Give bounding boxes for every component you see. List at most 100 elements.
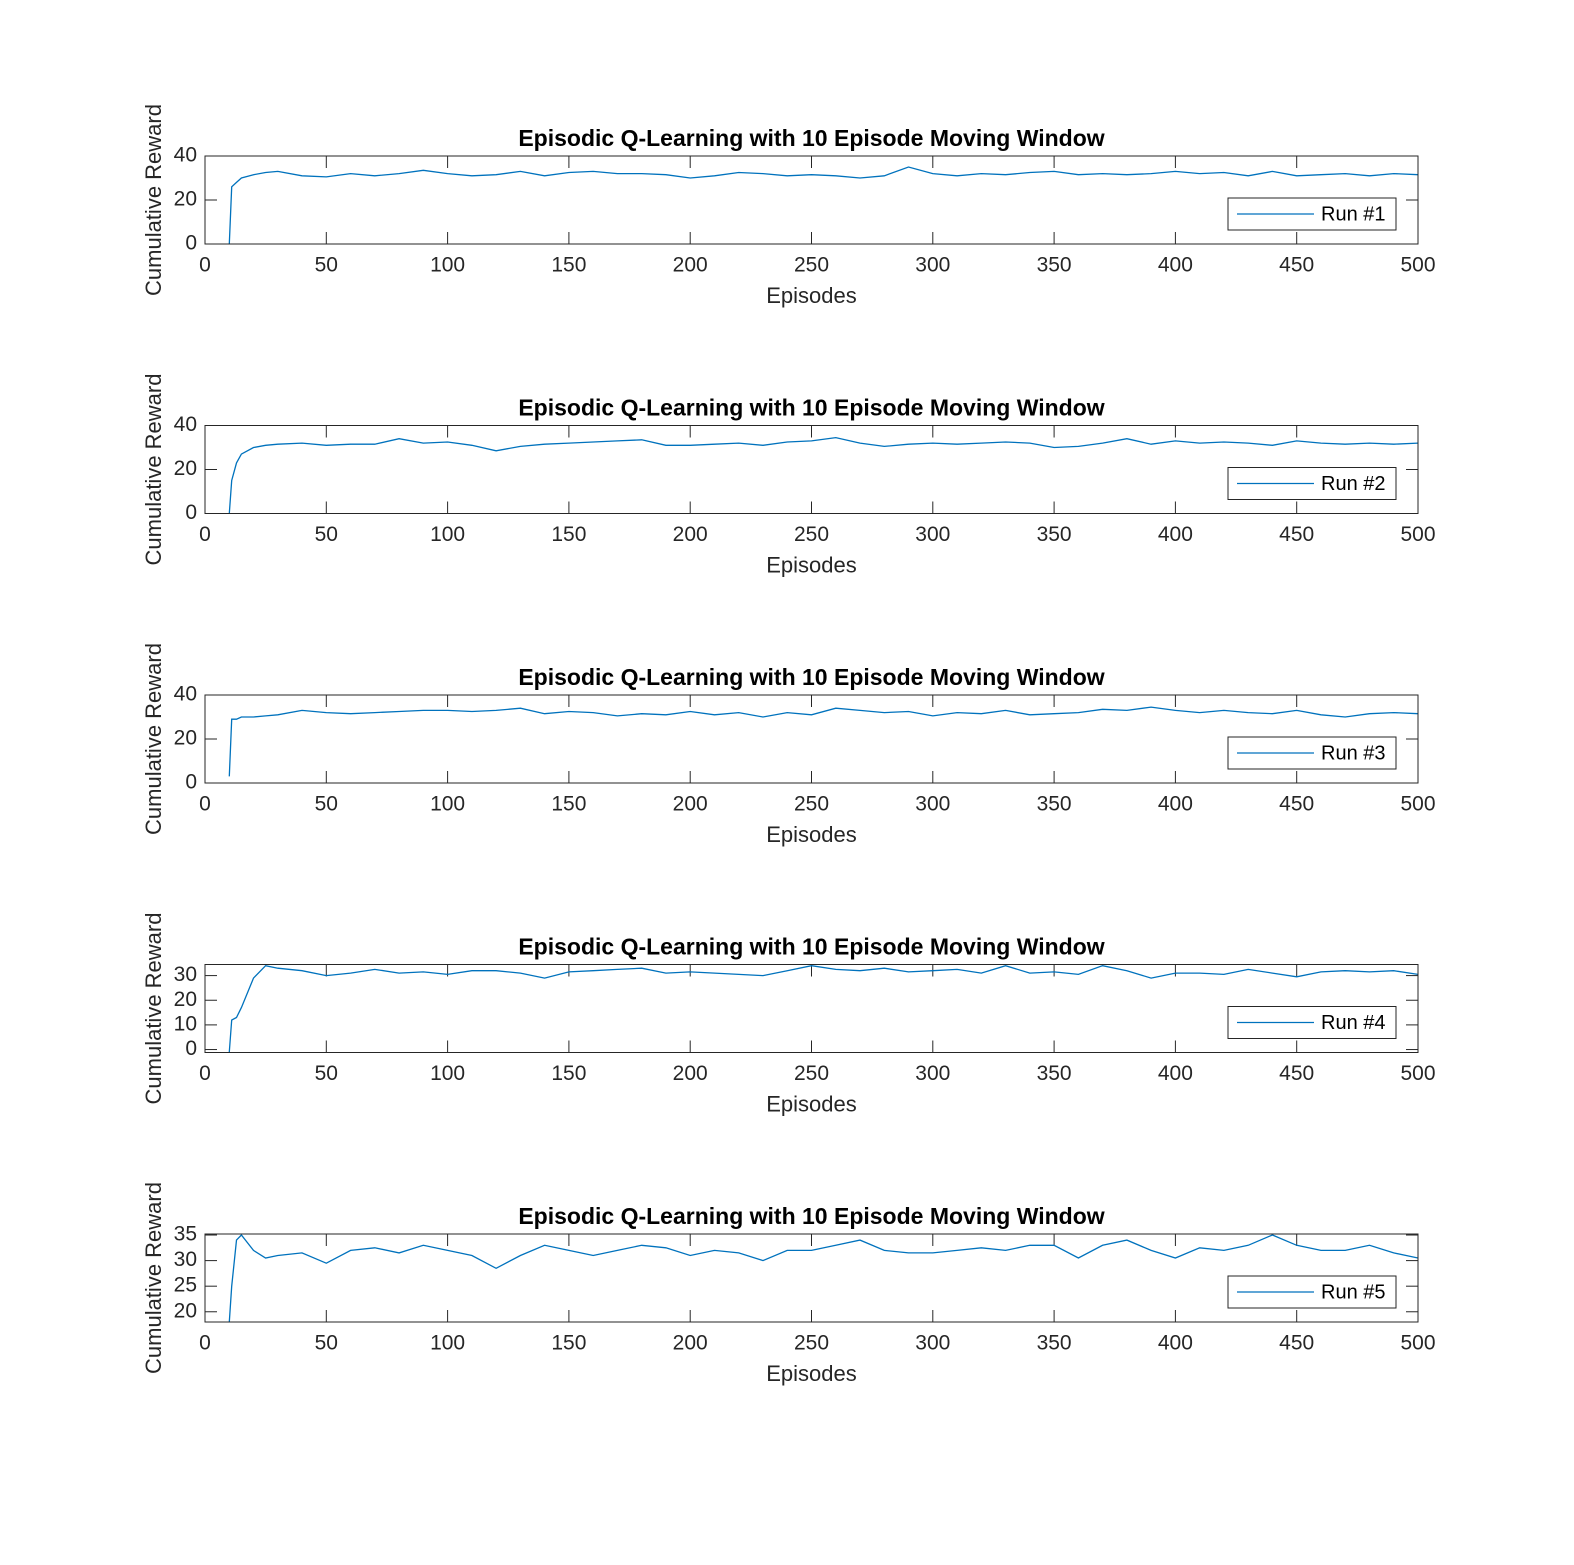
plot-area <box>228 964 1418 1053</box>
x-tick-label: 400 <box>1158 1332 1193 1355</box>
x-tick-label: 350 <box>1037 1062 1072 1085</box>
x-tick-label: 500 <box>1400 254 1435 277</box>
x-tick-label: 350 <box>1037 254 1072 277</box>
y-axis-label: Cumulative Reward <box>141 104 166 296</box>
y-tick-label: 0 <box>185 1037 197 1060</box>
y-tick-label: 20 <box>174 988 197 1011</box>
x-tick-label: 150 <box>551 523 586 546</box>
x-tick-label: 350 <box>1037 523 1072 546</box>
x-tick-label: 500 <box>1400 1062 1435 1085</box>
x-tick-label: 300 <box>915 1062 950 1085</box>
data-line <box>228 436 1418 514</box>
subplot: Episodic Q-Learning with 10 Episode Movi… <box>141 104 1436 308</box>
x-tick-label: 200 <box>673 1332 708 1355</box>
x-tick-label: 450 <box>1279 254 1314 277</box>
data-line <box>228 706 1418 777</box>
data-line <box>228 1234 1418 1322</box>
x-tick-label: 250 <box>794 1332 829 1355</box>
y-tick-label: 40 <box>174 413 197 436</box>
x-tick-label: 300 <box>915 1332 950 1355</box>
axes-box <box>204 425 1419 514</box>
x-tick-label: 300 <box>915 523 950 546</box>
x-tick-label: 100 <box>430 793 465 816</box>
x-tick-label: 400 <box>1158 523 1193 546</box>
legend-label: Run #3 <box>1321 742 1386 764</box>
y-tick-label: 35 <box>174 1223 197 1246</box>
x-tick-label: 100 <box>430 1062 465 1085</box>
x-tick-label: 400 <box>1158 793 1193 816</box>
x-tick-label: 200 <box>673 523 708 546</box>
x-tick-label: 50 <box>315 254 338 277</box>
chart-title: Episodic Q-Learning with 10 Episode Movi… <box>518 125 1104 151</box>
data-line <box>228 166 1418 244</box>
x-tick-label: 150 <box>551 793 586 816</box>
legend-label: Run #2 <box>1321 473 1386 495</box>
subplot: Episodic Q-Learning with 10 Episode Movi… <box>141 643 1436 847</box>
chart-title: Episodic Q-Learning with 10 Episode Movi… <box>518 934 1104 960</box>
y-tick-label: 20 <box>174 727 197 750</box>
subplot: Episodic Q-Learning with 10 Episode Movi… <box>141 913 1436 1117</box>
x-tick-label: 500 <box>1400 793 1435 816</box>
y-tick-label: 10 <box>174 1012 197 1035</box>
axes-box <box>204 155 1419 245</box>
y-tick-label: 20 <box>174 1299 197 1322</box>
y-tick-label: 20 <box>174 188 197 211</box>
y-axis-label: Cumulative Reward <box>141 643 166 835</box>
legend-label: Run #5 <box>1321 1281 1386 1303</box>
x-tick-label: 400 <box>1158 1062 1193 1085</box>
y-axis-label: Cumulative Reward <box>141 1182 166 1374</box>
plot-area <box>228 436 1418 514</box>
x-tick-label: 350 <box>1037 793 1072 816</box>
subplot: Episodic Q-Learning with 10 Episode Movi… <box>141 1182 1436 1386</box>
data-line <box>228 964 1418 1053</box>
y-tick-label: 25 <box>174 1274 197 1297</box>
y-tick-label: 30 <box>174 963 197 986</box>
x-tick-label: 300 <box>915 254 950 277</box>
x-tick-label: 500 <box>1400 1332 1435 1355</box>
x-axis-label: Episodes <box>766 1091 857 1116</box>
x-tick-label: 0 <box>199 793 211 816</box>
x-tick-label: 250 <box>794 523 829 546</box>
x-tick-label: 150 <box>551 1062 586 1085</box>
x-tick-label: 250 <box>794 254 829 277</box>
x-tick-label: 150 <box>551 1332 586 1355</box>
y-tick-label: 20 <box>174 457 197 480</box>
x-tick-label: 0 <box>199 523 211 546</box>
x-axis-label: Episodes <box>766 283 857 308</box>
x-tick-label: 50 <box>315 1062 338 1085</box>
y-tick-label: 40 <box>174 683 197 706</box>
x-tick-label: 50 <box>315 793 338 816</box>
chart-title: Episodic Q-Learning with 10 Episode Movi… <box>518 1203 1104 1229</box>
plot-area <box>228 1234 1418 1322</box>
chart-title: Episodic Q-Learning with 10 Episode Movi… <box>518 395 1104 421</box>
x-tick-label: 250 <box>794 1062 829 1085</box>
plot-area <box>228 706 1418 777</box>
x-tick-label: 150 <box>551 254 586 277</box>
y-tick-label: 0 <box>185 501 197 524</box>
legend-label: Run #1 <box>1321 203 1386 225</box>
axes-box <box>204 1233 1419 1323</box>
legend-label: Run #4 <box>1321 1012 1386 1034</box>
axes-box <box>204 964 1419 1053</box>
y-axis-label: Cumulative Reward <box>141 374 166 566</box>
x-tick-label: 450 <box>1279 793 1314 816</box>
x-tick-label: 200 <box>673 1062 708 1085</box>
y-tick-label: 40 <box>174 144 197 167</box>
x-tick-label: 50 <box>315 1332 338 1355</box>
x-axis-label: Episodes <box>766 822 857 847</box>
x-tick-label: 100 <box>430 523 465 546</box>
x-tick-label: 200 <box>673 793 708 816</box>
x-axis-label: Episodes <box>766 552 857 577</box>
x-tick-label: 100 <box>430 1332 465 1355</box>
x-tick-label: 50 <box>315 523 338 546</box>
x-tick-label: 400 <box>1158 254 1193 277</box>
plot-area <box>228 166 1418 244</box>
x-tick-label: 0 <box>199 1062 211 1085</box>
subplot: Episodic Q-Learning with 10 Episode Movi… <box>141 374 1436 578</box>
y-tick-label: 0 <box>185 232 197 255</box>
x-tick-label: 0 <box>199 1332 211 1355</box>
x-tick-label: 450 <box>1279 1062 1314 1085</box>
x-tick-label: 250 <box>794 793 829 816</box>
x-tick-label: 0 <box>199 254 211 277</box>
